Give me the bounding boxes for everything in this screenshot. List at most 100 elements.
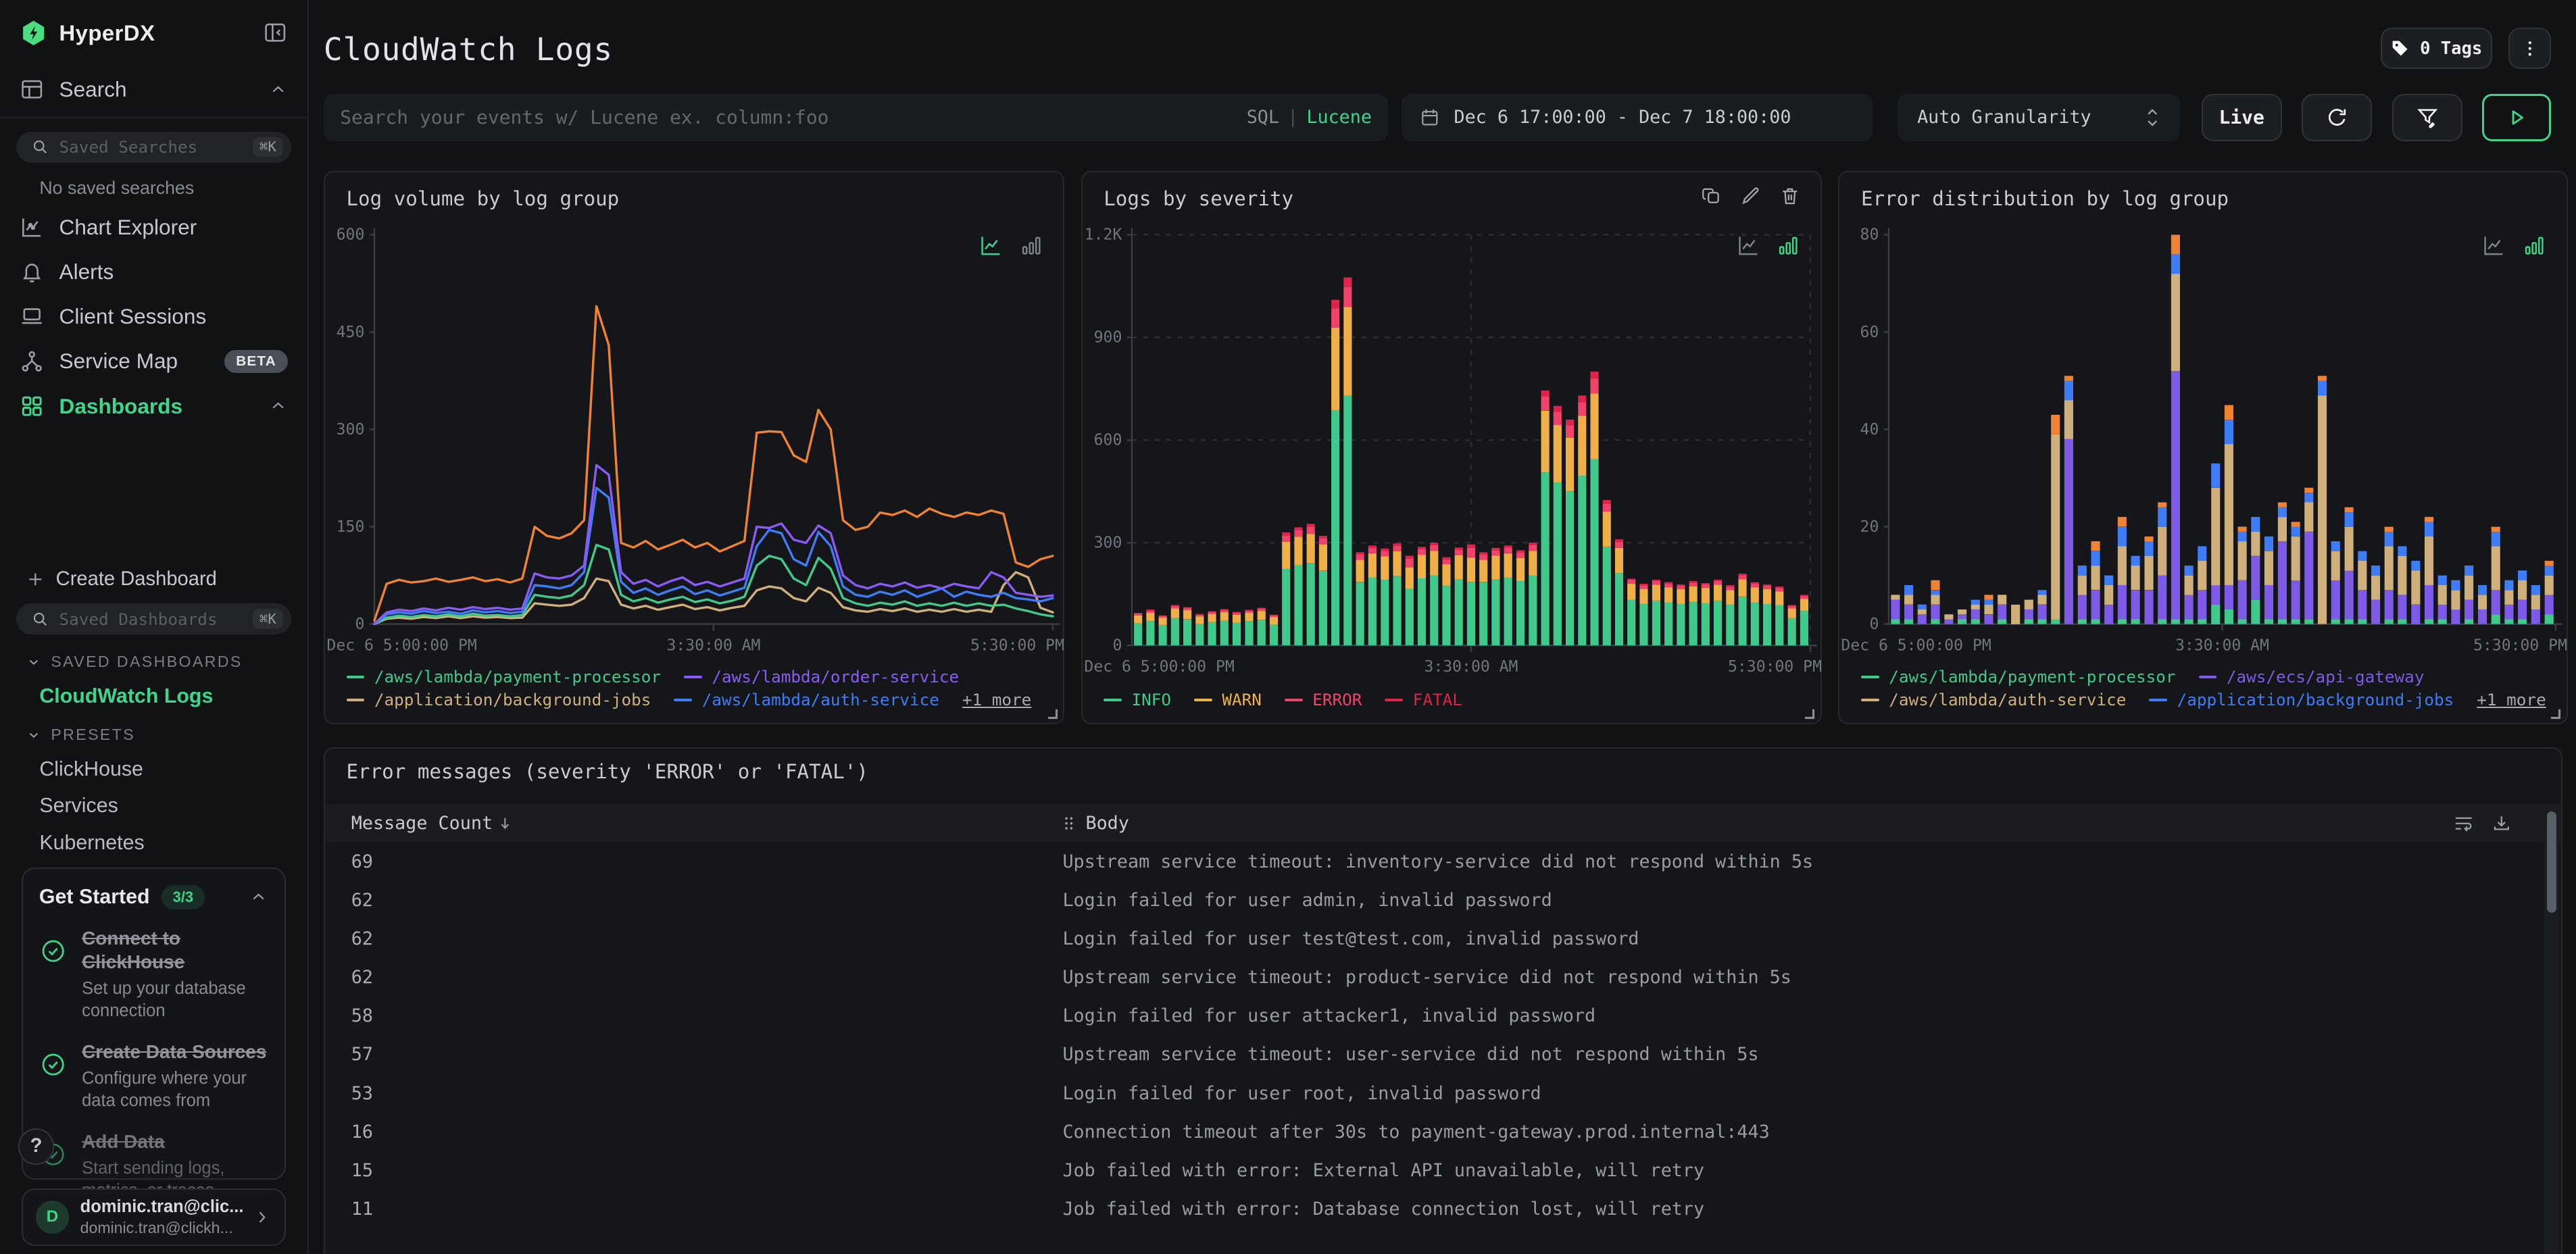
resize-handle-icon[interactable] [1802,707,1815,720]
check-circle-icon [39,937,67,1023]
table-row[interactable]: 62 Upstream service timeout: product-serv… [325,958,2562,997]
line-chart[interactable]: 0 150 300 450 600 Dec 6 5:00:00 PM 3:30:00 AM 5… [325,222,1066,668]
time-range-picker[interactable]: Dec 6 17:00:00 - Dec 7 18:00:00 [1401,93,1873,142]
legend-item[interactable]: ERROR [1284,688,1362,711]
get-started-step[interactable]: Connect to ClickHouse Set up your databa… [39,927,268,1022]
svg-text:300: 300 [1093,534,1122,551]
event-search-input[interactable]: Search your events w/ Lucene ex. column:… [323,93,1389,142]
legend-item[interactable]: /application/background-jobs [2149,688,2454,711]
legend-item[interactable]: /aws/lambda/payment-processor [1860,666,2175,688]
svg-text:Dec 6 5:00:00 PM: Dec 6 5:00:00 PM [1084,658,1234,676]
tags-button[interactable]: 0 Tags [2380,28,2492,70]
shortcut-badge: ⌘K [253,609,283,630]
get-started-step[interactable]: Create Data Sources Configure where your… [39,1040,268,1112]
bar-chart-toggle-icon[interactable] [2522,233,2546,257]
legend-item[interactable]: /application/background-jobs [346,688,651,711]
table-row[interactable]: 15 Job failed with error: External API un… [325,1151,2562,1190]
line-chart-toggle-icon[interactable] [2481,233,2507,257]
sidebar-item-chart-explorer[interactable]: Chart Explorer [0,205,307,249]
svg-text:20: 20 [1860,518,1879,536]
chevron-up-icon[interactable] [249,887,268,907]
legend-item[interactable]: FATAL [1385,688,1462,711]
sidebar-collapse-icon[interactable] [263,20,287,45]
user-email: dominic.tran@clickh... [80,1218,233,1236]
table-row[interactable]: 53 Login failed for user root, invalid pa… [325,1074,2562,1112]
layout-grid-icon [20,77,44,101]
table-row[interactable]: 62 Login failed for user admin, invalid p… [325,881,2562,920]
bar-chart-toggle-icon[interactable] [1019,233,1043,257]
sidebar-item-service-map[interactable]: Service Map BETA [0,339,307,384]
svg-text:60: 60 [1860,324,1879,341]
sidebar-item-kubernetes[interactable]: Kubernetes [39,830,145,854]
stacked-bar-chart[interactable]: 0 20 40 60 80 Dec 6 5:00:00 PM 3:30:00 AM 5:30:… [1839,222,2569,668]
chart-legend: INFO WARN ERROR FATAL [1104,688,1807,711]
refresh-button[interactable] [2301,93,2373,142]
sidebar-item-search[interactable]: Search [0,68,308,119]
help-button[interactable]: ? [18,1128,55,1165]
legend-more-link[interactable]: +1 more [962,688,1031,711]
message-count-cell: 62 [351,967,373,988]
legend-label: /aws/lambda/payment-processor [374,667,662,687]
resize-handle-icon[interactable] [1045,707,1058,720]
presets-section[interactable]: PRESETS [26,726,307,744]
saved-dashboards-section[interactable]: SAVED DASHBOARDS [26,653,307,671]
table-row[interactable]: 16 Connection timeout after 30s to paymen… [325,1113,2562,1151]
legend-item[interactable]: /aws/lambda/auth-service [1860,688,2126,711]
saved-searches-input[interactable]: Saved Searches ⌘K [16,131,291,163]
legend-swatch [346,698,365,702]
sidebar-item-dashboards[interactable]: Dashboards [0,384,307,428]
legend-item[interactable]: WARN [1194,688,1262,711]
sidebar-item-clickhouse[interactable]: ClickHouse [39,757,143,780]
filter-button[interactable] [2392,93,2463,142]
duplicate-icon[interactable] [1701,185,1723,207]
svg-text:0: 0 [355,616,364,633]
table-row[interactable]: 57 Upstream service timeout: user-service… [325,1035,2562,1074]
legend-swatch [1860,698,1879,702]
drag-handle-icon[interactable] [1062,813,1075,833]
query-language-toggle[interactable]: SQL | Lucene [1246,107,1372,128]
line-chart-toggle-icon[interactable] [1735,233,1762,257]
line-chart-toggle-icon[interactable] [978,233,1004,257]
legend-item[interactable]: /aws/lambda/auth-service [674,688,939,711]
chart-legend: /aws/lambda/payment-processor/aws/lambda… [346,666,1050,711]
legend-swatch [674,698,693,702]
user-profile[interactable]: D dominic.tran@clic... dominic.tran@clic… [21,1188,287,1246]
table-scrollbar[interactable] [2545,804,2558,1254]
sidebar-item-services[interactable]: Services [39,794,118,818]
check-circle-icon [39,1051,67,1113]
create-dashboard-button[interactable]: Create Dashboard [26,568,307,591]
resize-handle-icon[interactable] [2548,707,2561,720]
legend-more-link[interactable]: +1 more [2477,688,2546,711]
scrollbar-thumb[interactable] [2546,811,2557,913]
laptop-icon [20,304,44,328]
legend-item[interactable]: /aws/lambda/payment-processor [346,666,662,688]
text-wrap-icon[interactable] [2453,813,2475,834]
column-header-body[interactable]: Body [1062,813,2453,834]
sidebar-item-label: Service Map [59,349,178,374]
table-row[interactable]: 11 Job failed with error: Database connec… [325,1190,2562,1228]
sidebar-item-cloudwatch-logs[interactable]: CloudWatch Logs [39,684,214,707]
legend-item[interactable]: /aws/ecs/api-gateway [2198,666,2424,688]
chart-panel-error-distribution: Error distribution by log group 0 20 40 60 8… [1838,170,2569,725]
granularity-select[interactable]: Auto Granularity [1897,93,2181,142]
sort-desc-icon [496,814,514,832]
more-menu-button[interactable] [2508,28,2552,70]
bar-chart-toggle-icon[interactable] [1776,233,1800,257]
download-icon[interactable] [2491,813,2512,834]
delete-trash-icon[interactable] [1779,185,1801,207]
table-row[interactable]: 62 Login failed for user test@test.com, i… [325,920,2562,958]
edit-pencil-icon[interactable] [1740,185,1762,207]
chart-title: Log volume by log group [346,186,620,210]
stacked-bar-chart[interactable]: 0 300 600 900 1.2K Dec 6 5:00:00 PM 3:30:00 AM… [1083,222,1823,690]
run-query-button[interactable] [2482,93,2552,142]
sidebar-item-alerts[interactable]: Alerts [0,249,307,294]
sidebar-item-client-sessions[interactable]: Client Sessions [0,295,307,339]
live-button[interactable]: Live [2201,93,2282,142]
legend-item[interactable]: /aws/lambda/order-service [684,666,959,688]
table-row[interactable]: 58 Login failed for user attacker1, inval… [325,997,2562,1035]
table-row[interactable]: 69 Upstream service timeout: inventory-se… [325,843,2562,881]
saved-dashboards-input[interactable]: Saved Dashboards ⌘K [16,603,291,635]
legend-swatch [2149,698,2168,702]
legend-item[interactable]: INFO [1104,688,1171,711]
column-header-message-count[interactable]: Message Count [351,813,1063,834]
